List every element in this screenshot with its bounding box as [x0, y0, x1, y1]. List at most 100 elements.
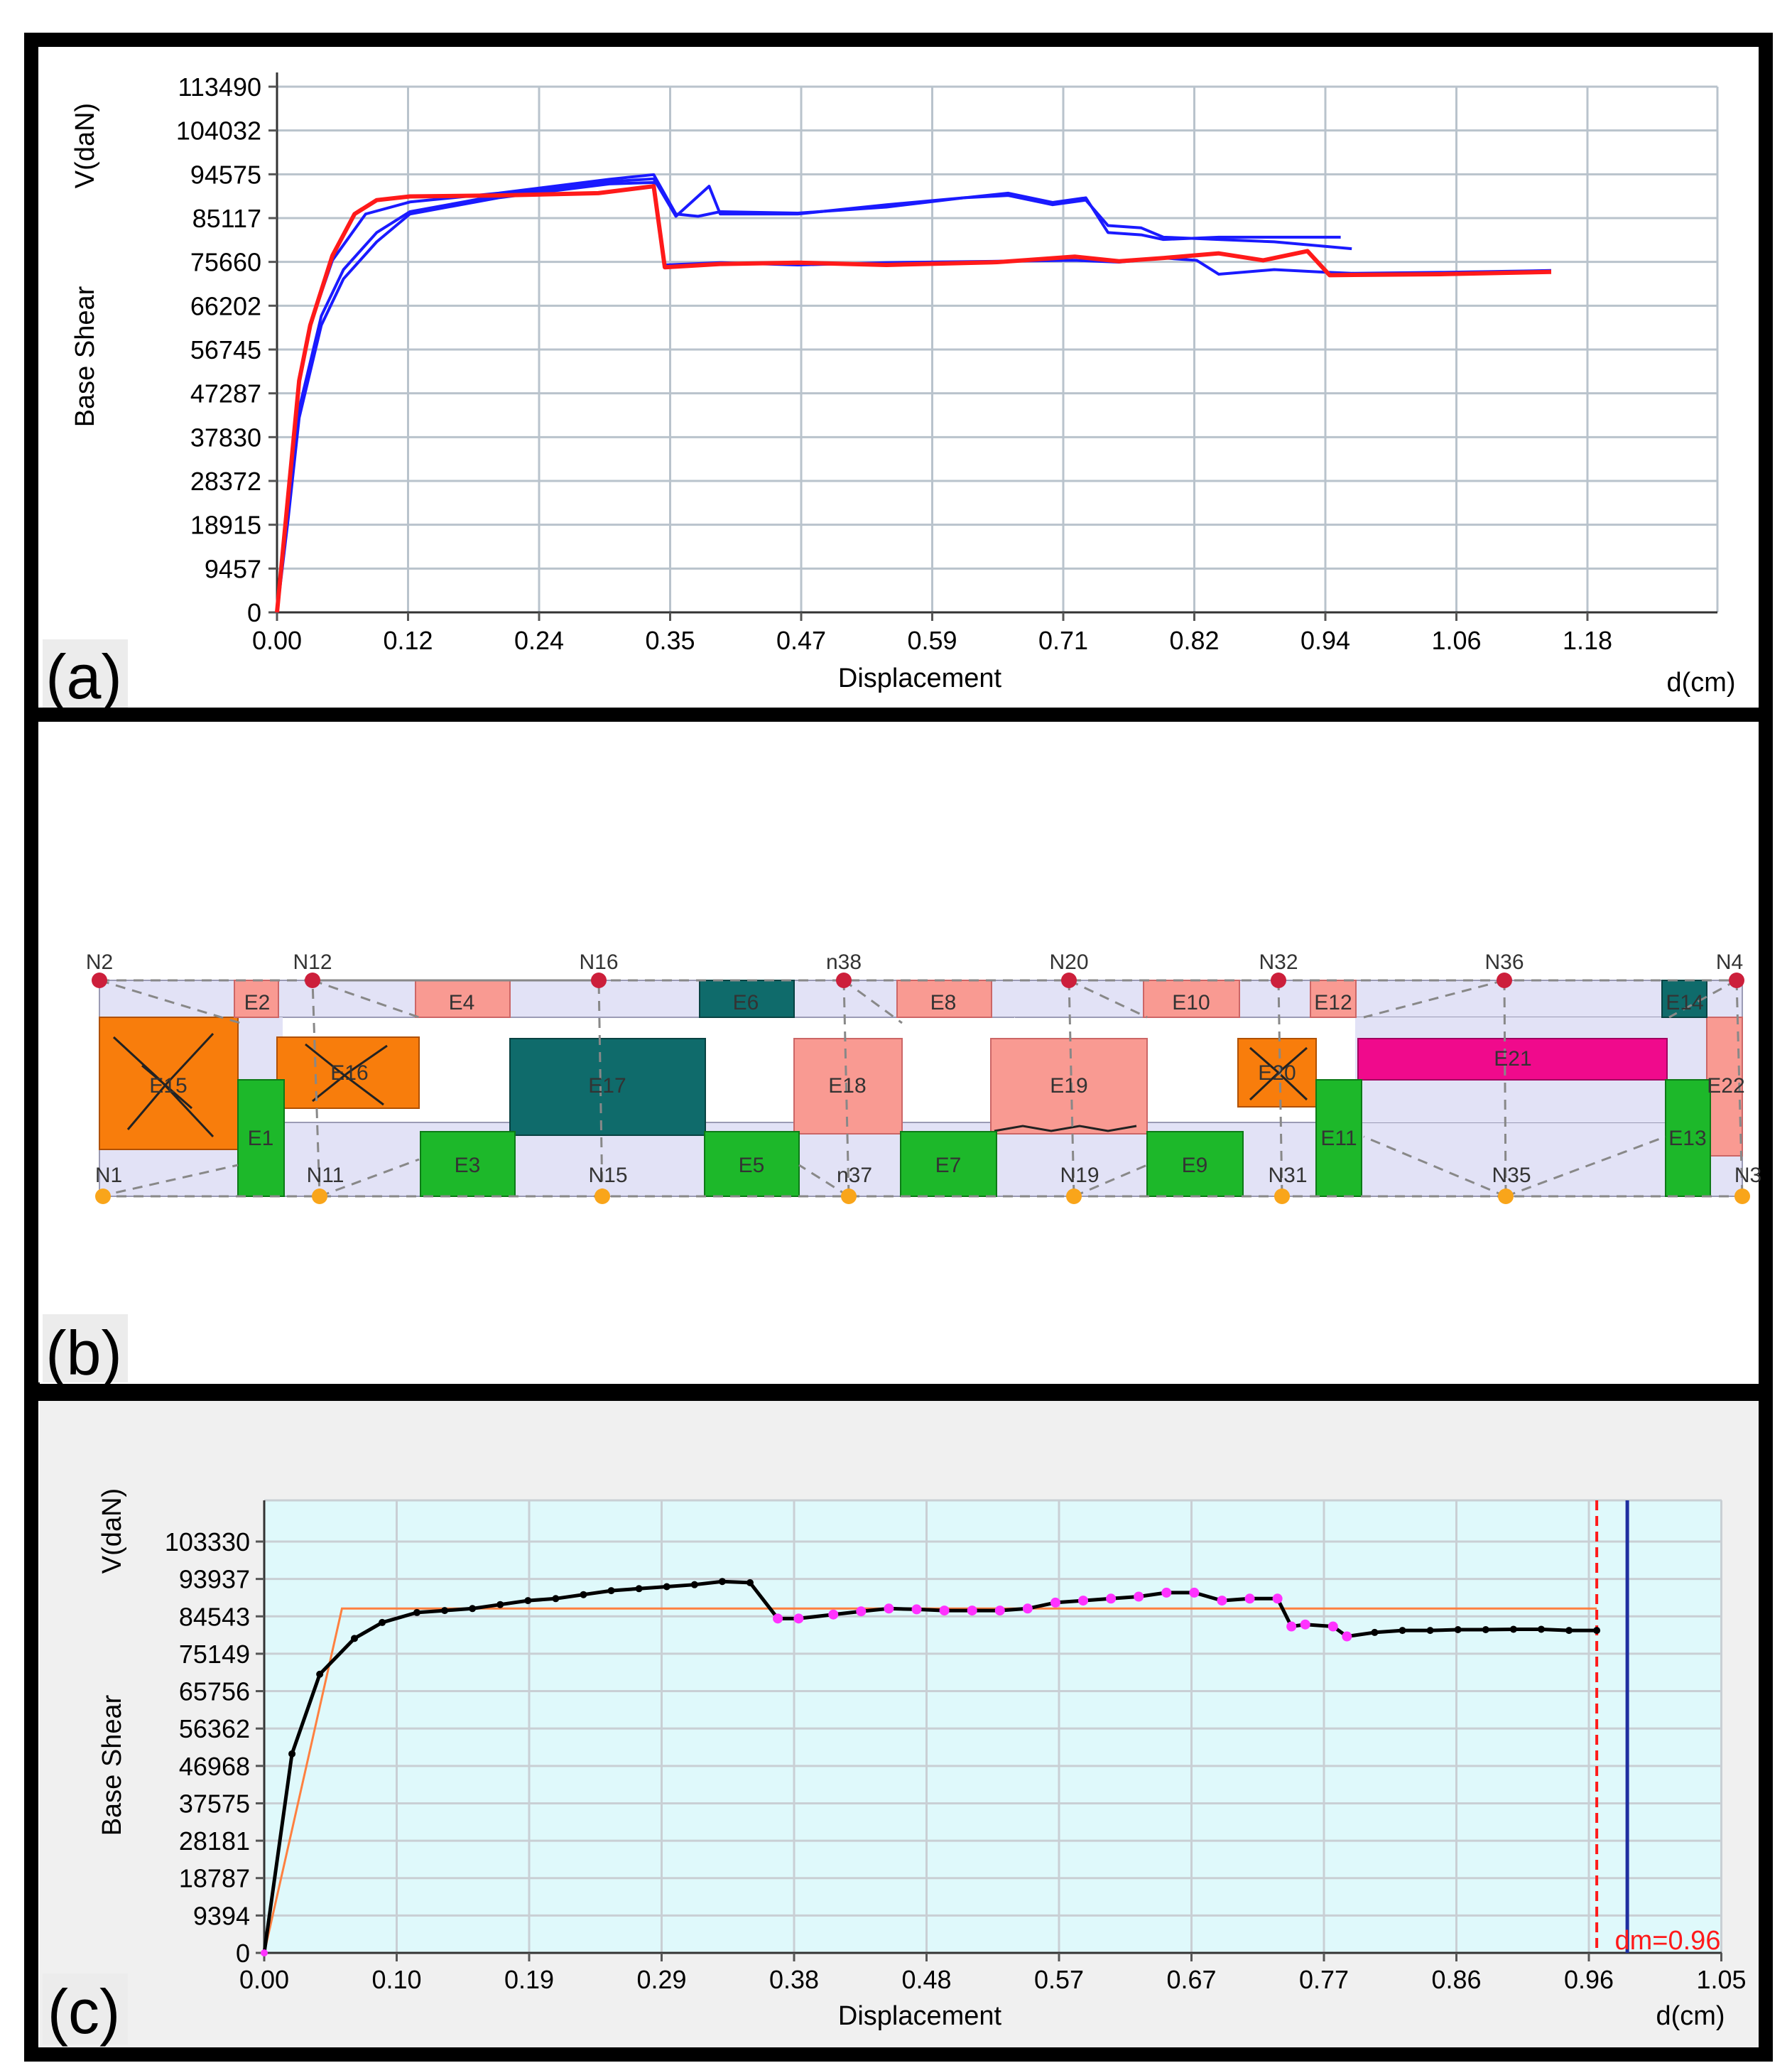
curve-point — [1537, 1625, 1545, 1633]
svg-text:E4: E4 — [449, 991, 475, 1014]
y-tick-label: 37830 — [190, 423, 261, 452]
y-tick-label: 28181 — [179, 1826, 250, 1856]
node-n2 — [92, 973, 107, 988]
svg-text:E5: E5 — [739, 1154, 765, 1177]
curve-point — [288, 1750, 296, 1758]
x-tick-label: 1.06 — [1431, 626, 1481, 655]
y-tick-label: 85117 — [192, 204, 261, 233]
svg-text:E9: E9 — [1182, 1154, 1208, 1177]
node-n15 — [594, 1188, 610, 1204]
curve-point — [746, 1579, 754, 1586]
panel-a-xunit: d(cm) — [1666, 668, 1735, 698]
curve-point — [1482, 1626, 1489, 1634]
curve-point — [1244, 1593, 1255, 1604]
panel-c-series — [261, 1500, 1629, 1956]
curve-point — [379, 1618, 386, 1626]
curve-point — [1565, 1627, 1573, 1635]
svg-text:E7: E7 — [935, 1154, 962, 1177]
y-tick-label: 46968 — [179, 1752, 250, 1781]
curve-point — [441, 1607, 449, 1615]
x-tick-label: 0.10 — [371, 1965, 421, 1994]
node-label: N11 — [307, 1164, 344, 1187]
element-e6 — [699, 980, 795, 1018]
svg-text:E1: E1 — [248, 1127, 274, 1150]
y-tick-label: 0 — [247, 598, 261, 627]
curve-point — [1327, 1621, 1338, 1632]
y-tick-label: 104032 — [176, 117, 261, 146]
curve-point — [316, 1670, 324, 1678]
y-tick-label: 93937 — [179, 1565, 250, 1594]
curve-point — [911, 1604, 922, 1615]
curve-point — [1454, 1626, 1462, 1634]
x-tick-label: 0.29 — [636, 1965, 686, 1994]
element-e7 — [900, 1131, 997, 1197]
x-tick-label: 0.48 — [901, 1965, 951, 1994]
y-tick-label: 94575 — [190, 160, 261, 189]
element-links — [99, 979, 1744, 1198]
series-blue-2 — [276, 177, 1352, 613]
y-tick-label: 75660 — [190, 248, 261, 277]
curve-point — [1022, 1603, 1033, 1614]
x-tick-label: 0.71 — [1038, 626, 1088, 655]
panel-c-label: (c) — [48, 1976, 121, 2047]
panel-c-plot-area — [264, 1500, 1722, 1954]
x-tick-label: 0.12 — [383, 626, 433, 655]
svg-text:E17: E17 — [588, 1074, 626, 1098]
bilinear-curve — [263, 1607, 1597, 1954]
wall-model: N2 N12 N16 n38 N20 N32 N36 N4 N1 N11 N15 n37 N19 N31 N… — [86, 951, 1761, 1204]
node-n31 — [1274, 1188, 1290, 1204]
element-e15 — [99, 1017, 239, 1150]
node-label: n38 — [826, 951, 862, 974]
curve-point — [413, 1608, 420, 1616]
svg-text:E2: E2 — [244, 991, 271, 1014]
y-tick-label: 103330 — [165, 1527, 250, 1556]
panel-c-xlabel: Displacement — [838, 2001, 1002, 2031]
element-e9 — [1146, 1131, 1244, 1197]
node-label: N36 — [1484, 951, 1524, 974]
wall-nodes: N2 N12 N16 n38 N20 N32 N36 N4 N1 N11 N15 n37 N19 N31 N… — [86, 951, 1761, 1204]
panel-c-frame — [24, 1387, 1773, 2062]
curve-point — [1189, 1587, 1200, 1598]
element-e18 — [793, 1038, 903, 1135]
x-tick-label: 0.35 — [645, 626, 695, 655]
curve-point — [635, 1585, 643, 1593]
panel-c-y-ticks: 0 9394 18787 28181 37575 46968 56362 65756 75149… — [165, 1527, 264, 1968]
x-tick-label: 0.24 — [514, 626, 564, 655]
node-n4 — [1729, 973, 1744, 988]
curve-point — [690, 1581, 698, 1588]
element-e21 — [1357, 1038, 1668, 1081]
dm-label: dm=0.96 — [1615, 1926, 1721, 1956]
y-tick-label: 9394 — [193, 1901, 250, 1930]
panel-c-ylabel: Base Shear — [97, 1694, 127, 1836]
y-tick-label: 66202 — [190, 291, 261, 320]
y-tick-label: 113490 — [178, 72, 261, 102]
element-labels: E2 E4 E6 E8 E10 E12 E14 E15 E16 E17 E18 … — [149, 991, 1744, 1177]
x-tick-label: 0.19 — [504, 1965, 554, 1994]
node-n20 — [1061, 973, 1077, 988]
y-tick-label: 28372 — [190, 467, 261, 496]
series-blue-3 — [276, 180, 1552, 613]
panel-a-y-ticks: 0 9457 18915 28372 37830 47287 56745 66202 75660… — [176, 72, 277, 627]
node-n37 — [841, 1188, 857, 1204]
svg-text:E22: E22 — [1707, 1074, 1744, 1098]
svg-text:E18: E18 — [828, 1074, 866, 1098]
node-n32 — [1271, 973, 1286, 988]
svg-text:E15: E15 — [149, 1074, 187, 1098]
y-tick-label: 9457 — [205, 554, 261, 583]
curve-point — [496, 1601, 504, 1608]
curve-point — [1426, 1627, 1434, 1635]
curve-point — [1050, 1597, 1060, 1608]
x-tick-label: 0.57 — [1034, 1965, 1084, 1994]
panel-a-label: (a) — [45, 641, 122, 712]
curve-point — [994, 1606, 1005, 1616]
svg-text:E6: E6 — [733, 991, 759, 1014]
x-tick-label: 0.67 — [1166, 1965, 1216, 1994]
x-tick-label: 0.94 — [1300, 626, 1350, 655]
panel-a-ylabel-top: V(daN) — [70, 103, 100, 188]
x-tick-label: 0.59 — [907, 626, 957, 655]
panel-a-ylabel: Base Shear — [70, 286, 100, 427]
element-e2 — [234, 980, 279, 1018]
svg-text:E21: E21 — [1494, 1047, 1531, 1071]
curve-point — [718, 1578, 726, 1586]
